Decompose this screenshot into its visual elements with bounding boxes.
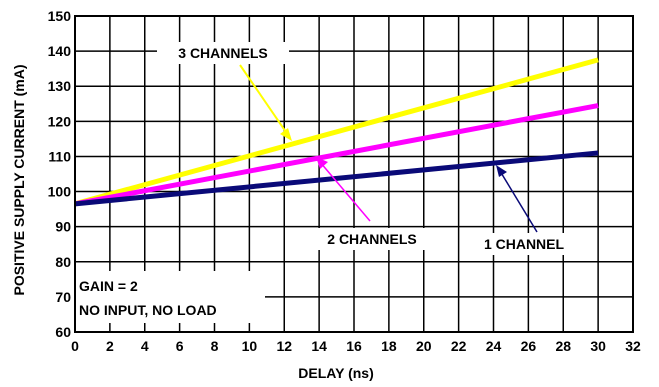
y-tick-label: 60 [55,324,71,340]
label-box-3-channels [157,42,289,64]
label-box-2-channels [304,228,441,250]
series-label-2-channels: 2 CHANNELS [327,231,416,247]
y-tick-label: 130 [48,78,72,94]
y-axis-label: POSITIVE SUPPLY CURRENT (mA) [11,64,27,295]
x-tick-label: 14 [311,338,327,354]
y-tick-label: 150 [48,8,72,24]
arrowhead-2-channels [316,157,328,169]
x-tick-label: 28 [555,338,571,354]
leader-2-channels [319,161,371,222]
plot-frame [74,15,634,333]
x-tick-label: 22 [451,338,467,354]
x-tick-label: 10 [242,338,258,354]
x-tick-label: 4 [141,338,149,354]
y-tick-label: 100 [48,184,72,200]
x-axis-label: DELAY (ns) [298,365,373,381]
arrowhead-3-channels [280,128,292,141]
leader-1-channel [499,170,538,233]
series-line-3-channels [74,57,599,207]
x-tick-label: 24 [486,338,502,354]
y-tick-label: 110 [48,148,71,164]
x-tick-label: 8 [211,338,219,354]
x-tick-label: 0 [71,338,79,354]
y-tick-label: 80 [55,254,71,270]
series-label-1-channel: 1 CHANNEL [484,236,565,252]
arrowhead-1-channel [496,165,507,177]
x-tick-label: 12 [276,338,292,354]
series-label-3-channels: 3 CHANNELS [178,45,267,61]
label-box-1-channel [461,233,587,255]
y-tick-label: 90 [55,219,71,235]
x-tick-label: 32 [625,338,641,354]
series-line-1-channel [74,150,599,207]
x-tick-label: 20 [416,338,432,354]
y-tick-label: 140 [48,43,72,59]
x-tick-label: 16 [346,338,362,354]
x-tick-label: 2 [106,338,114,354]
x-tick-label: 18 [381,338,397,354]
gain-annotation: GAIN = 2 [79,278,138,294]
x-tick-label: 26 [521,338,537,354]
conditions-box [75,271,265,323]
leader-3-channels [239,64,289,136]
x-tick-label: 30 [590,338,606,354]
tick-labels: 0 2 4 6 8 10 12 14 16 18 20 22 24 26 28 30 3260708090100… [48,8,641,354]
series-lines [74,57,599,207]
y-tick-label: 70 [55,289,71,305]
series-line-2-channels [74,103,599,207]
y-tick-label: 120 [48,113,72,129]
conditions-annotation: NO INPUT, NO LOAD [79,302,217,318]
x-tick-label: 6 [176,338,184,354]
